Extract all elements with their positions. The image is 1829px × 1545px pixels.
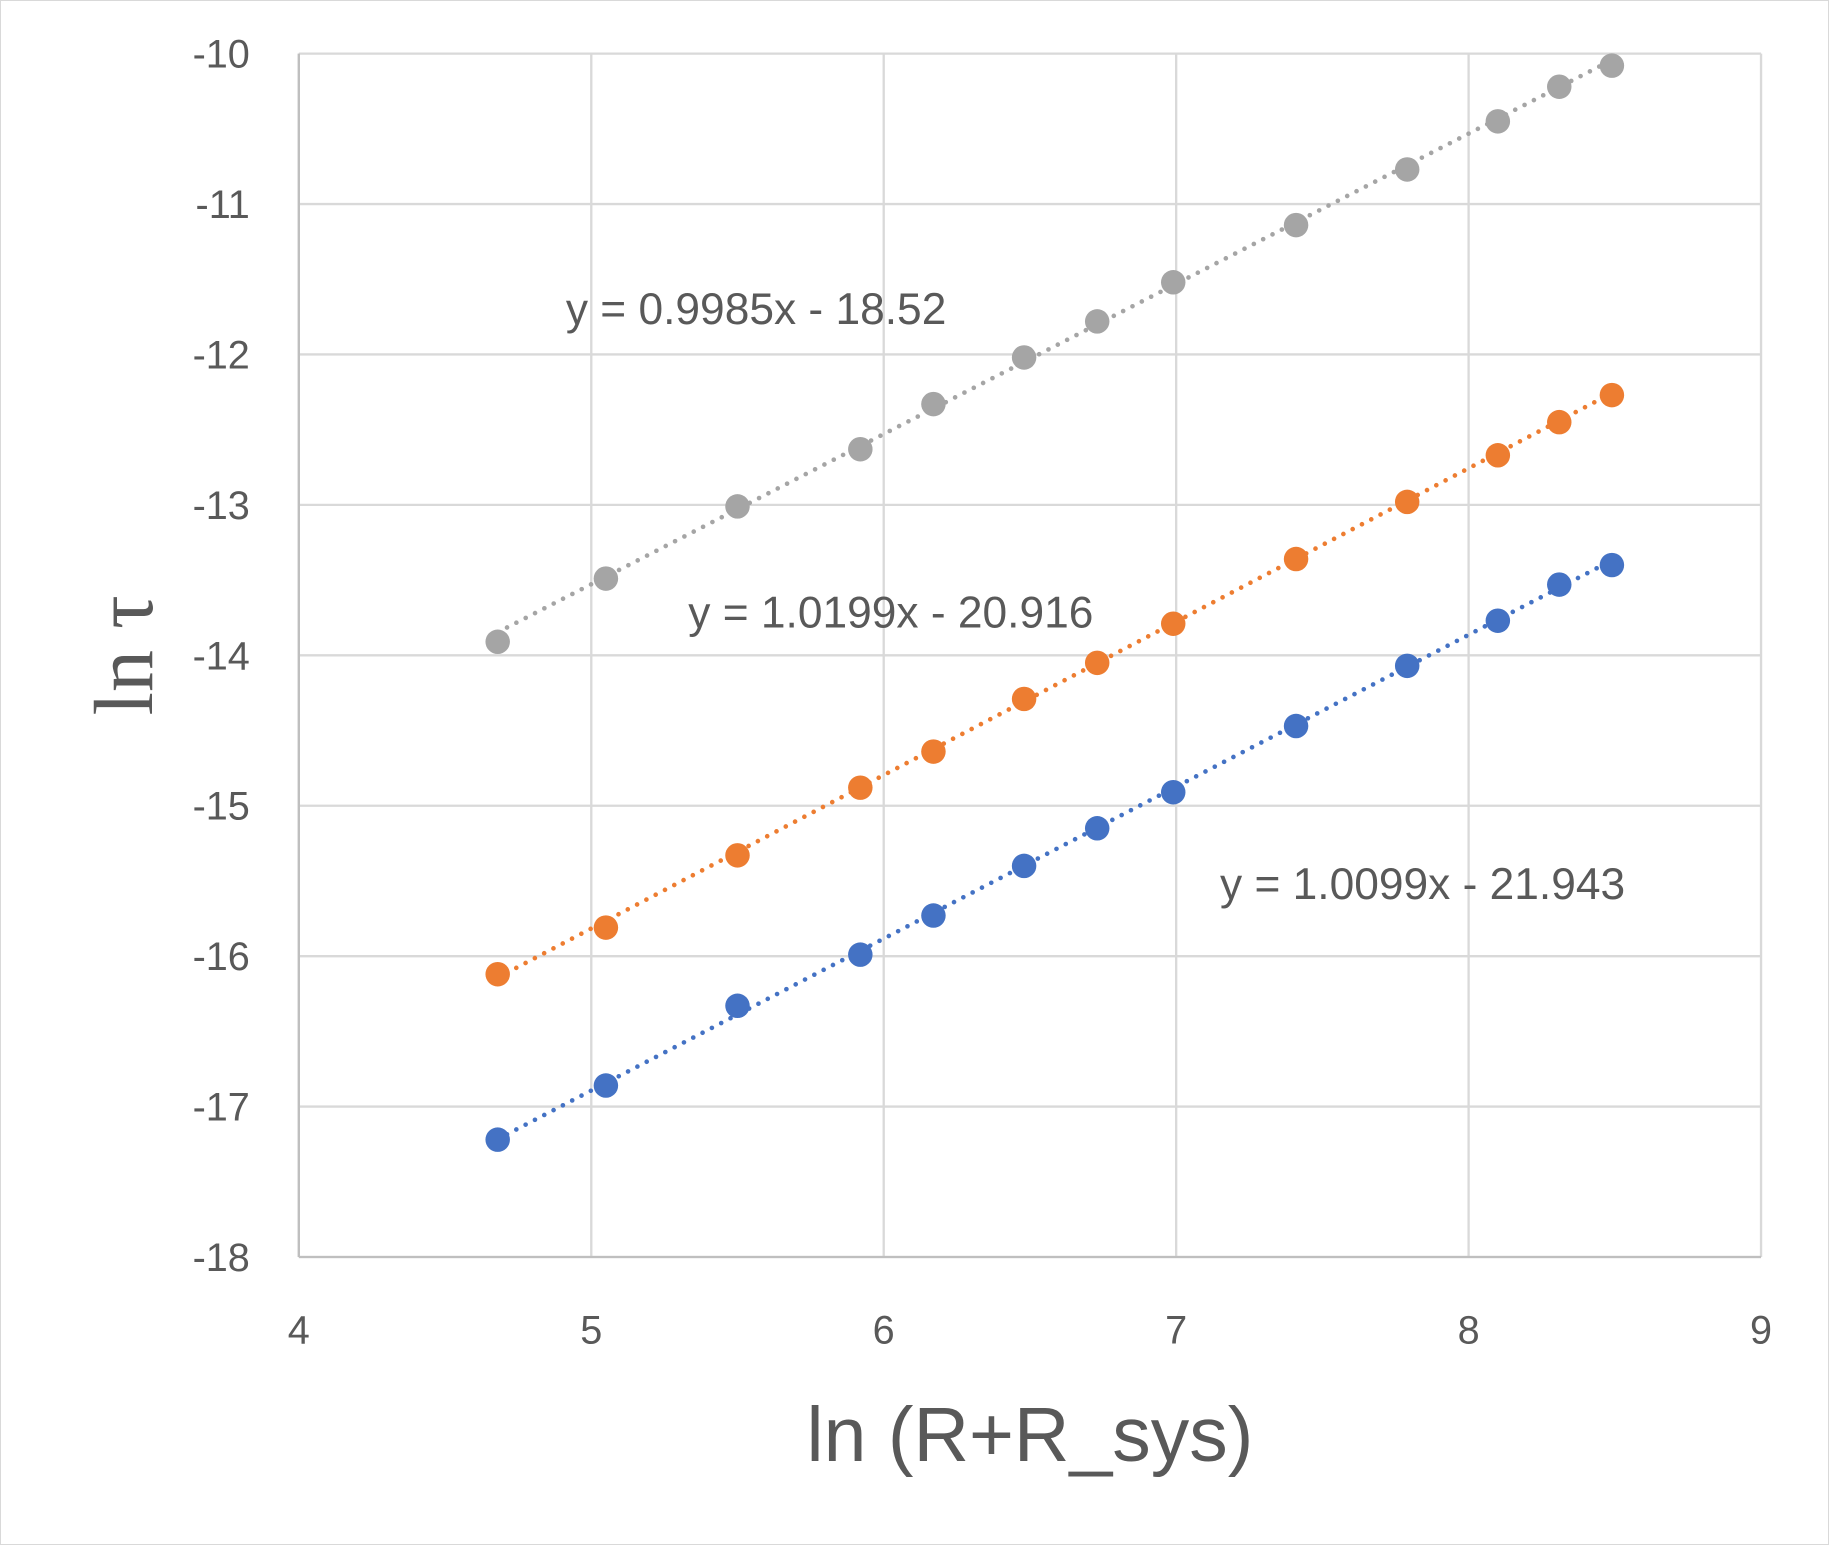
- data-point-gray: [848, 436, 873, 462]
- data-point-orange: [921, 739, 946, 764]
- data-point-gray: [1084, 309, 1110, 334]
- data-point-orange: [1547, 409, 1572, 435]
- data-point-orange: [1599, 382, 1625, 408]
- data-point-gray: [1599, 53, 1625, 78]
- data-point-gray: [725, 494, 750, 519]
- data-point-gray: [1547, 74, 1572, 99]
- data-point-gray: [593, 566, 619, 591]
- data-point-blue: [1547, 572, 1572, 597]
- y-tick-label: -13: [193, 484, 250, 528]
- x-tick-label: 4: [288, 1308, 310, 1352]
- data-point-orange: [1283, 546, 1309, 572]
- gridlines: [297, 52, 1763, 1259]
- x-tick-label: 6: [873, 1308, 895, 1352]
- axes: [297, 53, 1762, 1259]
- data-point-blue: [1283, 713, 1309, 739]
- data-point-orange: [1011, 686, 1037, 712]
- data-point-blue: [1160, 779, 1186, 805]
- trendline-equation-orange: y = 1.0199x - 20.916: [688, 588, 1093, 637]
- y-tick-label: -17: [193, 1086, 250, 1130]
- data-point-blue: [848, 942, 873, 967]
- trendline-equation-gray: y = 0.9985x - 18.52: [566, 285, 946, 334]
- y-tick-label: -12: [193, 333, 250, 377]
- data-point-blue: [725, 993, 750, 1019]
- x-axis-label: ln (R+R_sys): [807, 1392, 1254, 1478]
- trendline-orange: [495, 390, 1615, 980]
- labels: -10 -11 -12 -13 -14 -15 -16 -17 -18 4 5 6 7 8 9 y = 0.9…: [193, 33, 1772, 1353]
- data-point-blue: [1485, 608, 1511, 633]
- trendlines: [495, 57, 1615, 1142]
- data-point-blue: [1394, 653, 1420, 679]
- data-point-orange: [1160, 611, 1186, 636]
- data-points: [485, 53, 1625, 1152]
- trendline-blue: [495, 558, 1615, 1142]
- y-tick-label: -14: [193, 634, 250, 678]
- data-point-blue: [593, 1073, 619, 1098]
- data-point-orange: [848, 775, 873, 800]
- data-point-gray: [921, 391, 946, 417]
- trendline-equation-blue: y = 1.0099x - 21.943: [1220, 860, 1625, 909]
- data-point-orange: [1084, 650, 1110, 676]
- x-tick-label: 9: [1750, 1308, 1772, 1352]
- data-point-blue: [1084, 816, 1110, 841]
- y-tick-label: -15: [193, 785, 250, 829]
- data-point-gray: [485, 629, 510, 655]
- data-point-gray: [1485, 109, 1511, 134]
- y-tick-label: -11: [196, 183, 250, 227]
- data-point-gray: [1011, 345, 1037, 370]
- data-point-orange: [593, 915, 619, 940]
- data-point-gray: [1283, 212, 1309, 238]
- y-tick-label: -16: [193, 935, 250, 979]
- data-point-orange: [725, 843, 750, 868]
- data-point-blue: [485, 1127, 510, 1152]
- y-axis-label: ln τ: [78, 595, 171, 715]
- data-point-gray: [1160, 270, 1186, 295]
- y-tick-label: -18: [193, 1236, 250, 1280]
- data-point-gray: [1394, 157, 1420, 182]
- x-tick-label: 8: [1458, 1308, 1480, 1352]
- x-tick-label: 7: [1165, 1308, 1187, 1352]
- data-point-orange: [1394, 489, 1420, 515]
- trendline-gray: [495, 57, 1615, 635]
- y-tick-label: -10: [193, 33, 250, 77]
- data-point-orange: [1485, 443, 1511, 468]
- data-point-blue: [921, 903, 946, 928]
- data-point-blue: [1599, 552, 1625, 578]
- data-point-orange: [485, 961, 510, 987]
- data-point-blue: [1011, 853, 1037, 879]
- x-tick-label: 5: [580, 1308, 602, 1352]
